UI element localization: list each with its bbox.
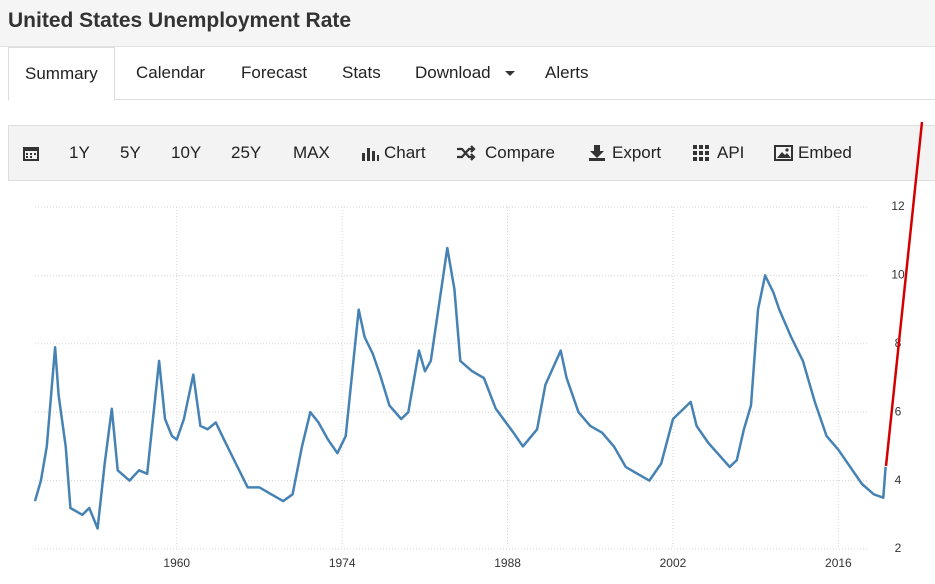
tab-bar: Summary Calendar Forecast Stats Download… [8, 47, 935, 101]
x-tick-label: 1960 [163, 556, 190, 570]
header: United States Unemployment Rate [0, 0, 935, 47]
chart-icon [362, 148, 379, 161]
chart: 2 4 6 8 10 12 1960 1974 1988 2002 2016 [33, 199, 905, 570]
tab[interactable]: Calendar [136, 63, 205, 82]
y-tick-label: 8 [895, 336, 902, 350]
toolbar-button[interactable]: API [717, 143, 745, 162]
tab[interactable]: Summary [8, 47, 115, 101]
tab[interactable]: Download [415, 63, 491, 82]
calendar-icon[interactable] [22, 144, 40, 162]
range-button[interactable]: 10Y [171, 143, 202, 162]
compare-icon [457, 145, 476, 161]
range-button[interactable]: 1Y [69, 143, 90, 162]
range-button[interactable]: MAX [293, 143, 330, 162]
export-icon [589, 145, 605, 161]
toolbar-button[interactable]: Chart [384, 143, 426, 162]
x-tick-label: 1988 [494, 556, 521, 570]
y-tick-label: 4 [895, 473, 902, 487]
range-button[interactable]: 5Y [120, 143, 141, 162]
toolbar-button[interactable]: Compare [485, 143, 555, 162]
tab[interactable]: Stats [342, 63, 381, 82]
y-tick-label: 10 [891, 268, 905, 282]
x-tick-label: 2002 [660, 556, 687, 570]
toolbar-button[interactable]: Embed [798, 143, 852, 162]
api-icon [693, 145, 709, 161]
toolbar: 1Y 5Y 10Y 25Y MAX Chart Compare Export A… [8, 125, 935, 181]
y-tick-label: 12 [891, 199, 905, 213]
y-tick-label: 2 [895, 541, 902, 555]
range-button[interactable]: 25Y [231, 143, 262, 162]
tab[interactable]: Forecast [241, 63, 308, 82]
x-tick-label: 2016 [825, 556, 852, 570]
toolbar-button[interactable]: Export [612, 143, 662, 162]
embed-icon [774, 145, 793, 161]
x-tick-label: 1974 [329, 556, 356, 570]
tab[interactable]: Alerts [545, 63, 589, 82]
caret [505, 71, 515, 76]
line-series [33, 246, 887, 530]
y-tick-label: 6 [895, 404, 902, 418]
page-title: United States Unemployment Rate [8, 9, 352, 32]
